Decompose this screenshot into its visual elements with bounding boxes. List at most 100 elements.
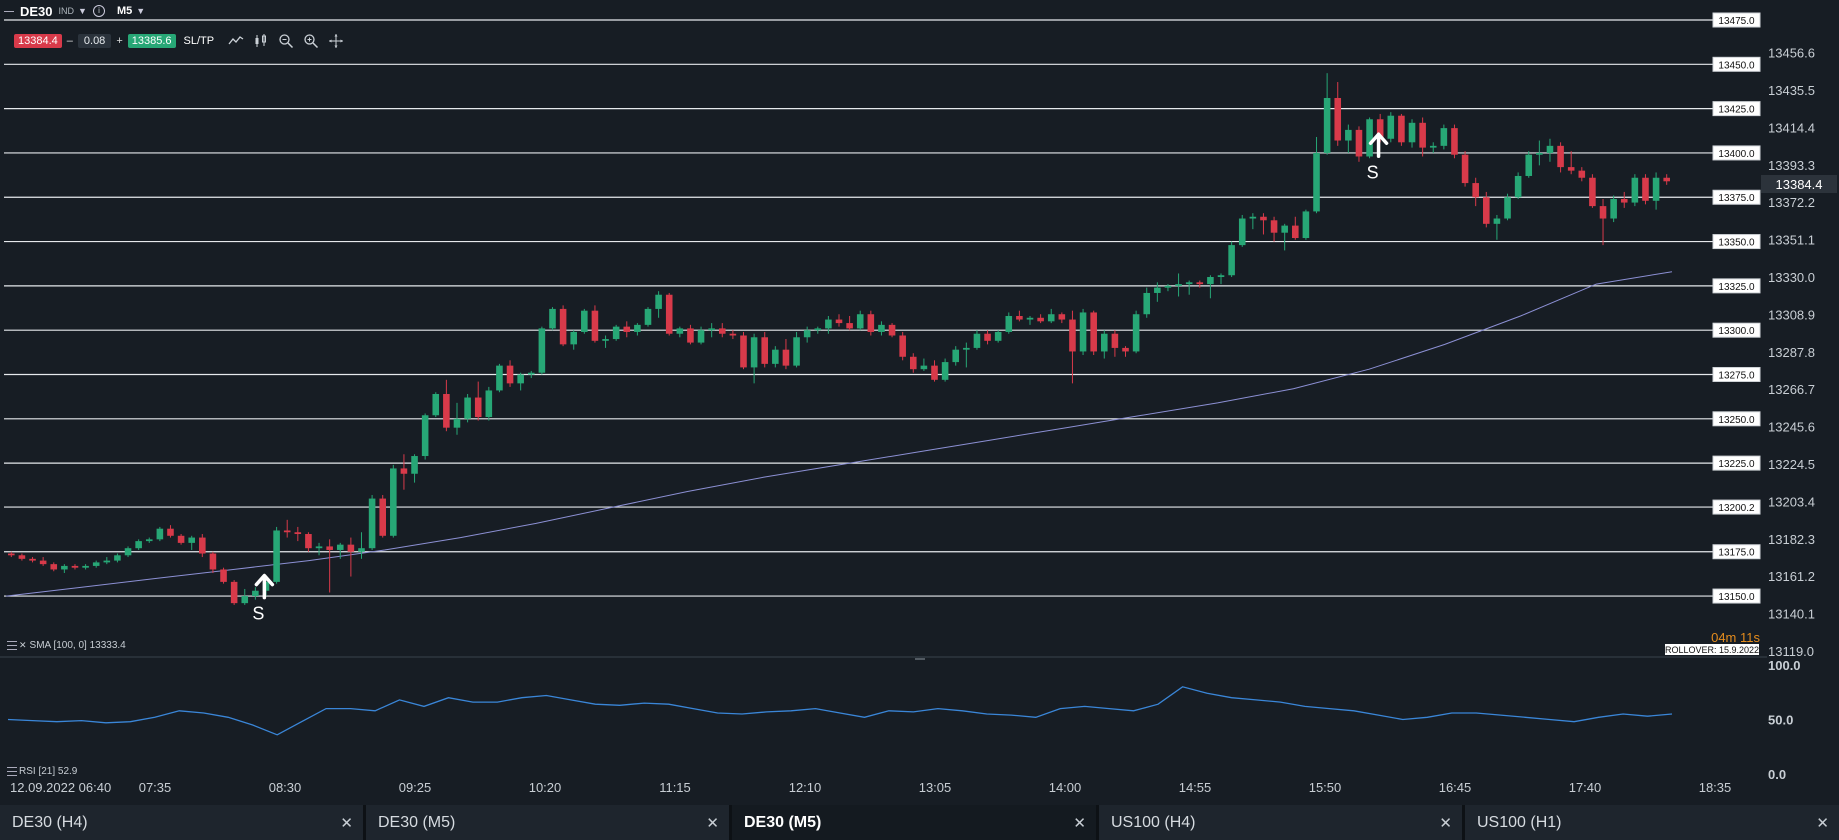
candle-body [1355,129,1363,157]
tab-de30-h4[interactable]: DE30 (H4) ✕ [0,805,366,840]
level-tag[interactable] [1712,145,1761,161]
close-icon[interactable]: ✕ [706,815,719,832]
close-indicator-icon[interactable]: ✕ [19,640,27,650]
close-icon[interactable]: ✕ [1439,815,1452,832]
close-icon[interactable]: ✕ [1816,815,1829,832]
drag-handle-icon[interactable] [7,641,17,650]
level-tag[interactable] [1712,56,1761,72]
candle-body [1567,167,1575,171]
candle-body [878,324,885,332]
candle-body [421,415,429,457]
decrease-volume-button[interactable]: – [66,35,73,47]
sl-tp-button[interactable]: SL/TP [183,35,215,47]
candles-icon[interactable] [253,33,269,49]
symbol-name[interactable]: DE30 [20,3,53,19]
candle-body [506,365,514,384]
level-tag[interactable] [1712,101,1761,117]
crosshair-icon[interactable] [328,33,344,49]
close-icon[interactable]: ✕ [1073,815,1086,832]
tab-us100-h1[interactable]: US100 (H1) ✕ [1465,805,1839,840]
candle-body [1345,129,1352,141]
candle-body [29,558,36,561]
candle-body [1536,152,1543,155]
sell-price-button[interactable]: 13384.4 [14,34,62,48]
level-tag[interactable] [1712,189,1761,205]
candle-body [1058,314,1066,320]
y-tick-label: 13308.9 [1768,307,1815,322]
close-icon[interactable]: ✕ [340,815,353,832]
chevron-down-icon[interactable]: ▼ [78,6,87,16]
zoom-out-icon[interactable] [278,33,294,49]
candle-body [1652,177,1660,201]
tab-de30-m5[interactable]: DE30 (M5) ✕ [366,805,732,840]
increase-volume-button[interactable]: + [116,35,123,47]
line-chart-icon[interactable] [228,33,244,49]
tab-us100-h4[interactable]: US100 (H4) ✕ [1099,805,1465,840]
candle-body [379,498,386,536]
candle-body [167,528,174,536]
buy-price-button[interactable]: 13385.6 [127,34,176,48]
timeframe-selector[interactable]: M5 [116,5,133,17]
y-axis: 13456.6 13435.5 13414.4 13393.3 13372.2 13351… [1768,46,1815,659]
candle-body [1281,225,1288,233]
zoom-in-icon[interactable] [303,33,319,49]
candle-body [814,328,822,331]
candle-body [1260,216,1267,221]
candle-body [793,337,800,366]
y-tick-label: 13140.1 [1768,607,1815,622]
candle-body [1546,145,1554,153]
tab-label: US100 (H1) [1477,813,1562,831]
y-tick-label: 13119.0 [1768,644,1814,659]
candle-body [1047,314,1055,322]
candle-body [336,544,344,550]
candle-body [18,555,26,559]
candle-body [1016,316,1023,320]
level-tag-text: 13475.0 [1718,16,1755,27]
candle-body [1589,177,1596,207]
candle-body [994,331,1002,341]
candle-body [1429,145,1437,148]
candle-body [273,530,280,582]
horizontal-levels[interactable]: 13475.0 13450.0 13425.0 13400.0 13375.0 13350… [4,12,1761,604]
level-tag[interactable] [1712,278,1761,294]
price-chart[interactable]: 13475.0 13450.0 13425.0 13400.0 13375.0 13350… [0,0,1839,805]
x-tick-label: 14:00 [1049,780,1082,795]
candle-body [1663,177,1670,182]
y-tick-label: 13266.7 [1768,382,1815,397]
sma-indicator-label[interactable]: ✕ SMA [100, 0] 13333.4 [7,640,126,651]
y-tick-label: 13203.4 [1768,494,1815,509]
candle-body [687,328,694,343]
rsi-indicator-label[interactable]: RSI [21] 52.9 [7,766,77,777]
candle-body [1249,216,1257,219]
candle-body [1323,97,1331,153]
tab-label: US100 (H4) [1111,813,1196,831]
level-tag[interactable] [1712,322,1761,338]
candle-body [729,333,737,336]
signal-label: S [1367,162,1379,182]
chevron-down-icon[interactable]: ▼ [136,6,146,16]
volume-input[interactable]: 0.08 [77,34,112,48]
level-tag-text: 13275.0 [1718,370,1755,381]
tab-de30-m5-active[interactable]: DE30 (M5) ✕ [732,805,1099,840]
level-tag[interactable] [1712,366,1761,382]
candle-body [676,328,684,334]
candle-body [1100,333,1108,352]
y-tick-label: 13330.0 [1768,270,1815,285]
drag-handle-icon[interactable] [7,767,17,776]
candle-body [697,330,705,343]
x-tick-label: 18:35 [1699,780,1732,795]
level-tag[interactable] [1712,588,1761,604]
candle-body [1376,119,1384,139]
y-tick-label: 13245.6 [1768,420,1815,435]
rsi-tick-label: 100.0 [1768,658,1801,673]
candle-body [358,548,365,552]
menu-icon[interactable] [4,10,14,12]
level-tag[interactable] [1712,12,1761,28]
level-tag[interactable] [1712,234,1761,250]
info-icon[interactable]: i [92,5,105,17]
rsi-tick-label: 50.0 [1768,713,1793,728]
level-tag[interactable] [1712,499,1761,515]
level-tag[interactable] [1712,455,1761,471]
level-tag[interactable] [1712,411,1761,427]
level-tag[interactable] [1712,544,1761,560]
